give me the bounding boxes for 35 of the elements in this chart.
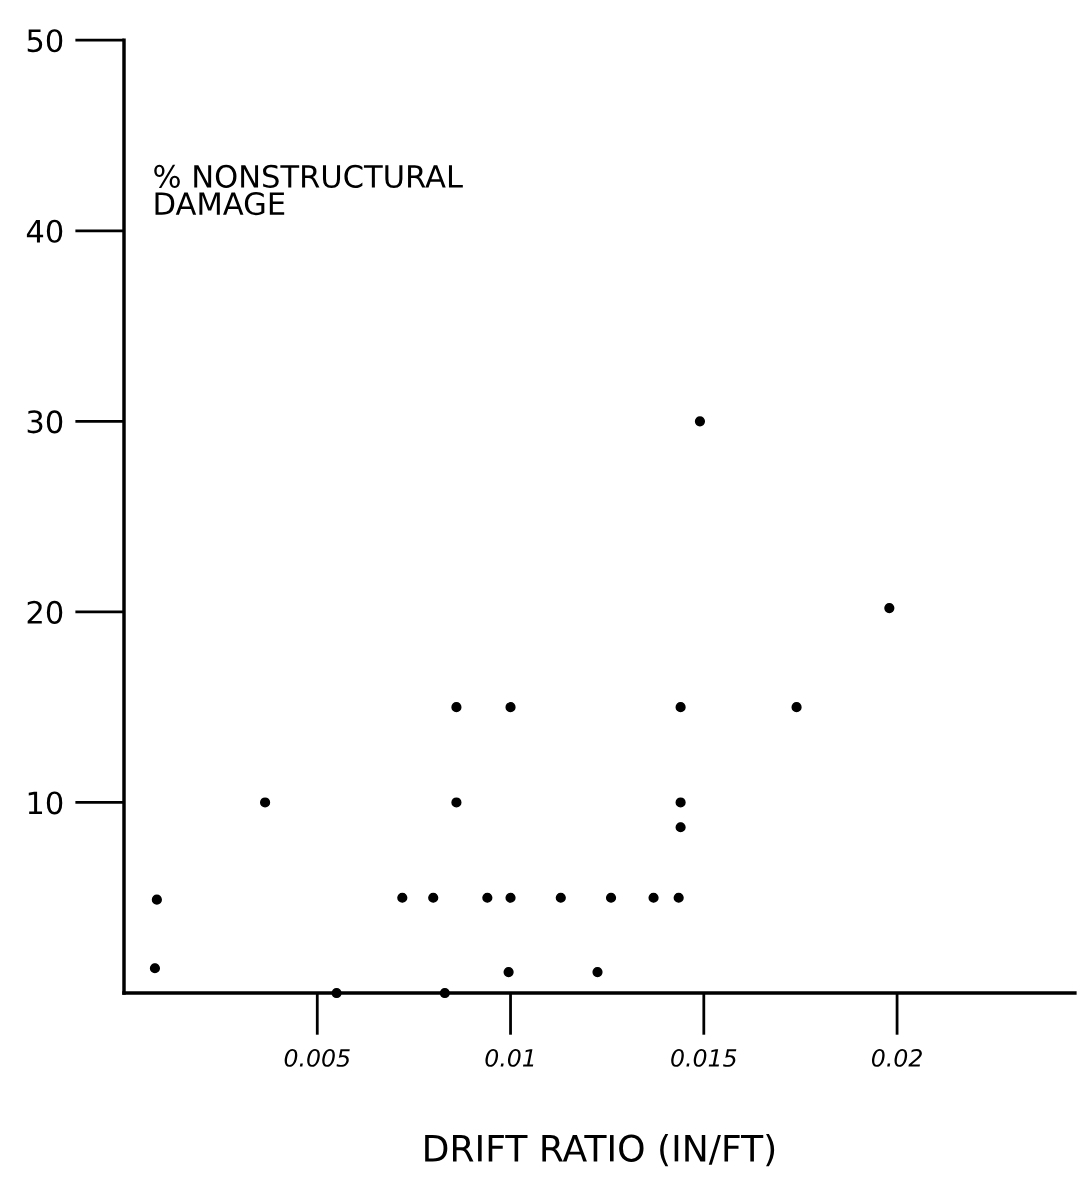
point xyxy=(592,966,603,978)
point xyxy=(451,797,462,808)
y-tick-label: 20 xyxy=(27,600,63,624)
y-tick-label: 30 xyxy=(27,410,63,434)
point xyxy=(331,987,342,999)
y-tick-label: 10 xyxy=(28,791,63,815)
point xyxy=(791,702,802,713)
point xyxy=(884,603,895,614)
point xyxy=(555,892,566,903)
y-axis-title: % NONSTRUCTURAL DAMAGE xyxy=(154,164,463,216)
point xyxy=(675,797,686,808)
x-tick-label: 0.01 xyxy=(485,1049,534,1067)
point xyxy=(149,963,161,974)
point xyxy=(482,892,493,903)
point xyxy=(605,892,617,903)
y-tick-label: 40 xyxy=(26,219,63,243)
point xyxy=(675,702,686,713)
point xyxy=(503,966,514,978)
point xyxy=(505,892,516,903)
x-tick-label: 0.015 xyxy=(671,1049,737,1067)
point xyxy=(451,702,462,713)
point xyxy=(397,892,408,903)
point xyxy=(151,894,162,905)
point xyxy=(673,892,684,903)
point xyxy=(694,416,706,427)
x-tick-label: 0.02 xyxy=(871,1049,922,1067)
point xyxy=(648,892,659,903)
point xyxy=(260,797,271,808)
point xyxy=(439,987,450,999)
point xyxy=(428,892,439,903)
point xyxy=(675,822,686,833)
x-tick-label: 0.005 xyxy=(284,1049,350,1067)
point xyxy=(505,702,516,713)
y-tick-label: 50 xyxy=(27,29,63,53)
x-axis-title: DRIFT RATIO (IN/FT) xyxy=(425,1133,775,1167)
